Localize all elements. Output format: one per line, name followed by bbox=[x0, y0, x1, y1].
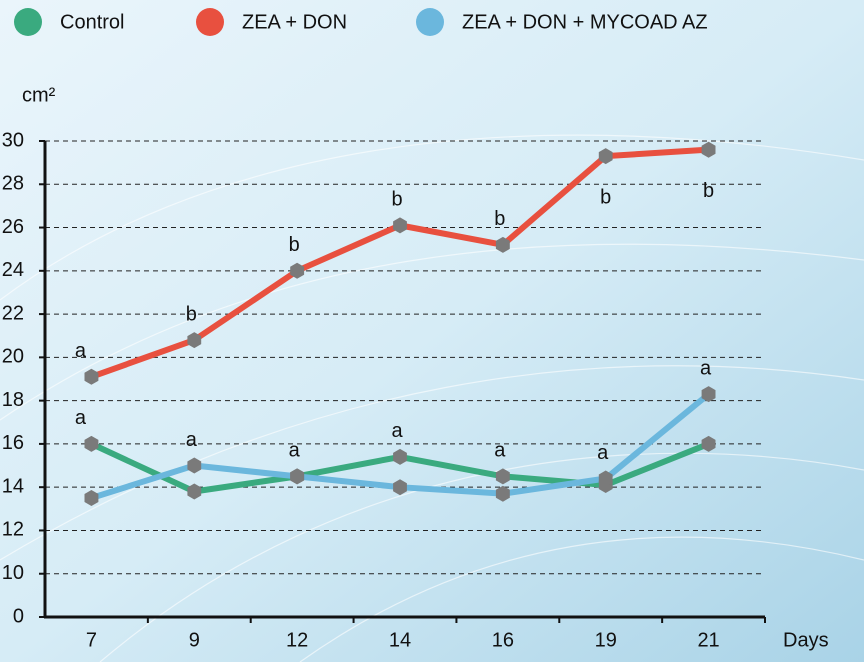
y-axis-label: cm² bbox=[22, 84, 56, 106]
marker bbox=[701, 386, 716, 403]
marker bbox=[495, 485, 510, 502]
point-label: a bbox=[700, 357, 712, 379]
point-label: b bbox=[703, 180, 714, 202]
marker bbox=[393, 217, 407, 234]
x-tick-label: 7 bbox=[86, 629, 97, 651]
y-tick-label: 14 bbox=[2, 475, 24, 497]
marker bbox=[393, 448, 407, 465]
marker bbox=[701, 141, 716, 158]
y-tick-label: 24 bbox=[2, 259, 24, 281]
point-label: a bbox=[597, 442, 609, 464]
y-tick-label: 0 bbox=[13, 605, 24, 627]
point-label: b bbox=[289, 234, 300, 256]
x-tick-label: 14 bbox=[389, 629, 411, 651]
x-tick-label: 16 bbox=[492, 629, 514, 651]
x-tick-label: 9 bbox=[189, 629, 200, 651]
point-label: b bbox=[186, 303, 197, 325]
y-tick-label: 22 bbox=[2, 302, 24, 324]
y-tick-label: 18 bbox=[2, 389, 24, 411]
marker bbox=[598, 470, 613, 487]
legend-swatch bbox=[14, 8, 42, 36]
legend-swatch bbox=[196, 8, 224, 36]
marker bbox=[495, 236, 510, 253]
marker bbox=[84, 435, 99, 452]
marker bbox=[84, 490, 99, 506]
marker bbox=[187, 483, 202, 500]
x-tick-label: 21 bbox=[697, 629, 719, 651]
point-label: a bbox=[75, 340, 87, 362]
y-tick-label: 26 bbox=[2, 216, 24, 238]
marker bbox=[393, 479, 407, 496]
marker bbox=[290, 468, 305, 485]
point-label: a bbox=[75, 407, 87, 429]
y-tick-label: 16 bbox=[2, 432, 24, 454]
y-tick-label: 28 bbox=[2, 173, 24, 195]
marker bbox=[187, 332, 202, 349]
point-label: a bbox=[186, 429, 198, 451]
point-label: a bbox=[494, 440, 506, 462]
legend-label: ZEA + DON + MYCOAD AZ bbox=[462, 11, 708, 33]
marker bbox=[187, 457, 202, 474]
marker bbox=[701, 435, 716, 452]
point-label: b bbox=[600, 186, 611, 208]
x-tick-label: 19 bbox=[595, 629, 617, 651]
legend-swatch bbox=[416, 8, 444, 36]
marker bbox=[84, 368, 99, 385]
marker bbox=[495, 468, 510, 485]
point-label: a bbox=[391, 420, 403, 442]
marker bbox=[290, 262, 305, 279]
legend-label: Control bbox=[60, 11, 124, 33]
x-tick-label: 12 bbox=[286, 629, 308, 651]
y-tick-label: 12 bbox=[2, 519, 24, 541]
y-tick-label: 20 bbox=[2, 346, 24, 368]
y-tick-label: 30 bbox=[2, 129, 24, 151]
point-label: a bbox=[289, 440, 301, 462]
marker bbox=[598, 148, 613, 165]
point-label: b bbox=[494, 208, 505, 230]
point-label: b bbox=[391, 189, 402, 211]
y-tick-label: 10 bbox=[2, 562, 24, 584]
legend-label: ZEA + DON bbox=[242, 11, 347, 33]
decor bbox=[0, 134, 864, 662]
x-axis-label: Days bbox=[783, 629, 829, 651]
